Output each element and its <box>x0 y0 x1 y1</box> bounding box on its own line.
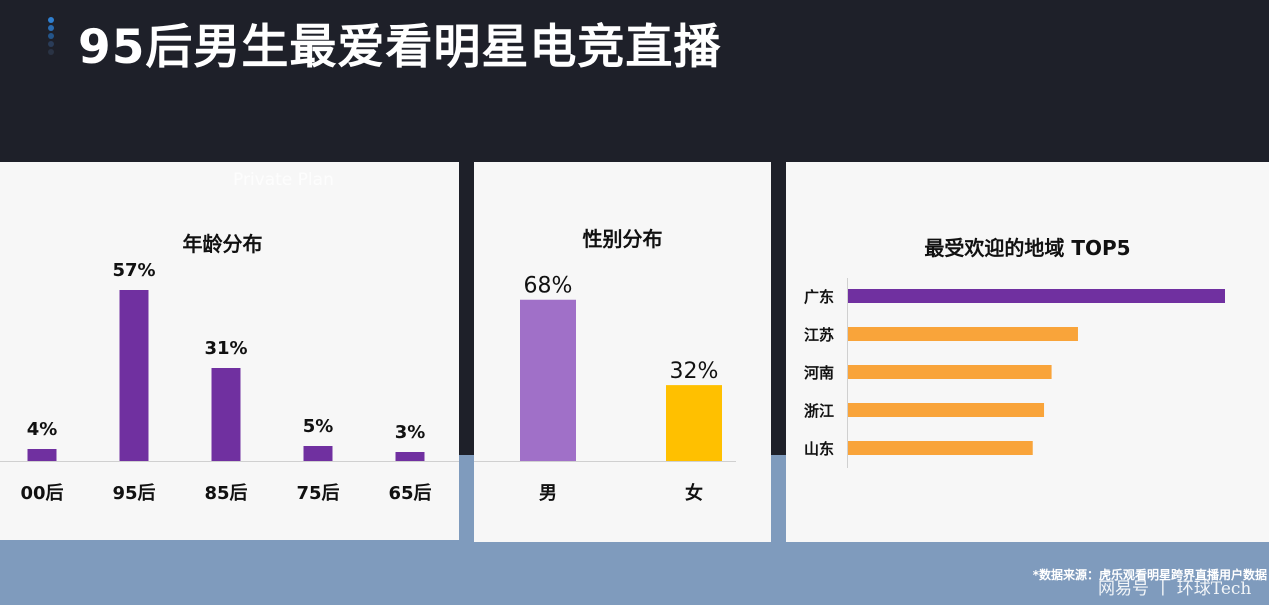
gender-chart: 68% 男 32% 女 <box>474 274 736 504</box>
data-label-1: 68% <box>524 274 573 299</box>
category-label-3: 85后 <box>204 483 247 504</box>
data-label-4: 5% <box>303 416 334 437</box>
bar-1 <box>848 289 1225 303</box>
category-label-2: 女 <box>685 482 703 504</box>
category-label-2: 95后 <box>112 483 155 504</box>
age-chart: 4% 00后 57% 95后 31% 85后 5% 75后 3% 65后 <box>0 260 459 504</box>
category-label-2: 江苏 <box>804 326 834 344</box>
data-label-5: 3% <box>395 422 426 443</box>
bar-1 <box>520 299 576 461</box>
category-label-5: 65后 <box>388 483 431 504</box>
watermark: 网易号 丨 环球Tech <box>1098 579 1252 599</box>
bar-4 <box>848 403 1045 417</box>
page-title: 95后男生最爱看明星电竞直播 <box>78 20 722 75</box>
bar-3 <box>848 365 1052 379</box>
bar-2 <box>666 385 722 461</box>
age-chart-panel: 年龄分布 4% 00后 57% 95后 31% 85后 5% 75后 3% 65后 <box>0 162 459 540</box>
category-label-4: 75后 <box>296 483 339 504</box>
bullet-dots-icon <box>46 17 56 57</box>
region-chart-panel: 最受欢迎的地域 TOP5 广东江苏河南浙江山东 <box>786 162 1269 542</box>
data-label-1: 4% <box>27 419 58 440</box>
source-note: *数据来源：虎乐观看明星跨界直播用户数据 <box>1032 568 1267 582</box>
age-chart-title: 年龄分布 <box>182 232 263 256</box>
category-label-1: 男 <box>539 483 557 504</box>
category-label-1: 广东 <box>804 288 834 306</box>
data-label-2: 57% <box>112 260 155 281</box>
bar-2 <box>848 327 1078 341</box>
bar-5 <box>395 452 425 461</box>
bar-5 <box>848 441 1033 455</box>
category-label-1: 00后 <box>20 483 63 504</box>
overlay-text: Private Plan <box>233 170 334 190</box>
region-chart-title: 最受欢迎的地域 TOP5 <box>924 236 1131 260</box>
data-label-2: 32% <box>670 359 719 384</box>
data-label-3: 31% <box>204 338 247 359</box>
category-label-5: 山东 <box>804 440 834 458</box>
category-label-4: 浙江 <box>804 402 834 420</box>
gender-chart-title: 性别分布 <box>582 227 663 251</box>
bar-4 <box>303 446 333 461</box>
bar-1 <box>27 449 57 461</box>
gender-chart-panel: 性别分布 68% 男 32% 女 <box>474 162 771 542</box>
bar-2 <box>119 290 149 461</box>
bar-3 <box>211 368 241 461</box>
category-label-3: 河南 <box>804 364 834 382</box>
